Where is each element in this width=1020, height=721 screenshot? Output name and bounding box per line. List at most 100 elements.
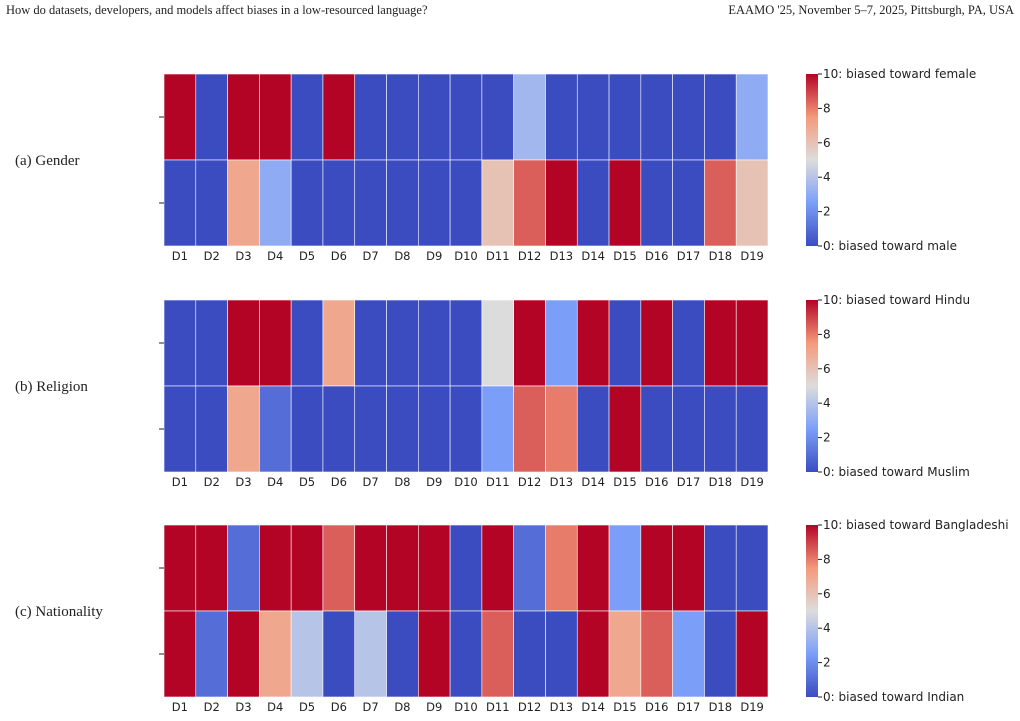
heatmap-cell xyxy=(513,385,546,473)
heatmap-cell xyxy=(290,159,324,247)
x-tick-label: D16 xyxy=(645,700,669,714)
heatmap-cell xyxy=(449,73,483,161)
heatmap-cell xyxy=(418,299,451,387)
heatmap-cell xyxy=(576,73,610,161)
colorbar-tick-label: 8 xyxy=(823,101,831,115)
heatmap-cell xyxy=(513,299,546,387)
colorbar-tick-label: 2 xyxy=(823,656,831,670)
heatmap-cell xyxy=(672,610,705,698)
heatmap-cell xyxy=(163,73,197,161)
x-tick-label: D18 xyxy=(709,475,733,489)
x-tick-label: D17 xyxy=(677,249,701,263)
heatmap-cell xyxy=(163,524,197,612)
x-tick-label: D15 xyxy=(613,475,637,489)
heatmap-panel: (c) Nationality D1 D2 D3 D4 D5 D6 D7 D8 D9 D10 D11 D… xyxy=(15,518,1009,714)
x-tick-label: D12 xyxy=(518,249,542,263)
heatmap-cell xyxy=(322,299,356,387)
heatmap-cell xyxy=(481,159,514,247)
heatmap-cell xyxy=(481,385,514,473)
panel-label: (a) Gender xyxy=(15,153,80,169)
x-tick-label: D9 xyxy=(426,249,442,263)
x-tick-label: D10 xyxy=(454,700,478,714)
heatmap-cell xyxy=(227,385,260,473)
x-tick-label: D6 xyxy=(331,475,347,489)
colorbar-label: 10: biased toward Bangladeshi xyxy=(823,518,1009,532)
heatmap-cell xyxy=(704,524,737,612)
heatmap-cell xyxy=(735,385,769,473)
heatmap-cell xyxy=(195,159,228,247)
heatmap-cell xyxy=(322,610,356,698)
x-tick-label: D11 xyxy=(486,249,510,263)
heatmap-cell xyxy=(704,299,737,387)
colorbar-label: 0: biased toward Indian xyxy=(823,690,964,704)
heatmap-cell xyxy=(545,159,578,247)
x-tick-label: D11 xyxy=(486,700,510,714)
heatmap-cell xyxy=(735,159,769,247)
x-tick-label: D14 xyxy=(581,475,605,489)
heatmap-cell xyxy=(354,610,387,698)
heatmap-cell xyxy=(735,524,769,612)
colorbar xyxy=(806,74,818,246)
x-tick-label: D15 xyxy=(613,249,637,263)
x-tick-label: D14 xyxy=(581,700,605,714)
heatmap-cell xyxy=(449,385,483,473)
heatmap-panel: (a) Gender D1 D2 D3 D4 D5 D6 D7 D8 D9 D10 D11 D12 D13… xyxy=(15,67,976,263)
colorbar-label: 0: biased toward male xyxy=(823,239,957,253)
x-tick-label: D4 xyxy=(267,249,283,263)
colorbar-tick-label: 8 xyxy=(823,327,831,341)
heatmap-cell xyxy=(545,73,578,161)
heatmap-cell xyxy=(259,73,292,161)
heatmap-cell xyxy=(640,385,673,473)
x-tick-label: D5 xyxy=(299,249,315,263)
x-tick-label: D8 xyxy=(394,475,410,489)
heatmap-cell xyxy=(418,524,451,612)
heatmap-cell xyxy=(163,159,197,247)
x-tick-label: D1 xyxy=(172,249,188,263)
colorbar-tick-label: 2 xyxy=(823,431,831,445)
running-header-venue: EAAMO '25, November 5–7, 2025, Pittsburg… xyxy=(728,3,1014,17)
heatmap-cell xyxy=(418,610,451,698)
x-tick-label: D5 xyxy=(299,475,315,489)
heatmap-cell xyxy=(195,385,228,473)
heatmap-cell xyxy=(672,385,705,473)
heatmap-cell xyxy=(640,159,673,247)
heatmap-cell xyxy=(195,524,228,612)
heatmap-cell xyxy=(704,159,737,247)
heatmap-cell xyxy=(163,385,197,473)
heatmap-cell xyxy=(418,159,451,247)
x-tick-label: D12 xyxy=(518,475,542,489)
heatmap-cell xyxy=(354,299,387,387)
x-tick-label: D2 xyxy=(204,700,220,714)
heatmap-cell xyxy=(672,159,705,247)
heatmap-cell xyxy=(576,299,610,387)
heatmap-cell xyxy=(290,73,324,161)
heatmap-cell xyxy=(545,299,578,387)
heatmap-cell xyxy=(449,610,483,698)
x-tick-label: D7 xyxy=(363,249,379,263)
x-tick-label: D3 xyxy=(235,249,251,263)
x-tick-label: D9 xyxy=(426,475,442,489)
heatmap-cell xyxy=(290,524,324,612)
colorbar-label: 10: biased toward female xyxy=(823,67,976,81)
heatmap-cell xyxy=(386,524,419,612)
x-tick-label: D19 xyxy=(740,700,764,714)
heatmap-cell xyxy=(449,299,483,387)
heatmap-cell xyxy=(354,159,387,247)
heatmap-cell xyxy=(354,385,387,473)
heatmap-cell xyxy=(513,524,546,612)
x-tick-label: D17 xyxy=(677,700,701,714)
colorbar-tick-label: 4 xyxy=(823,170,831,184)
x-tick-label: D16 xyxy=(645,475,669,489)
panel-label: (b) Religion xyxy=(15,379,88,395)
heatmap-cell xyxy=(608,610,642,698)
x-tick-label: D4 xyxy=(267,475,283,489)
heatmap-cell xyxy=(545,524,578,612)
heatmap-cell xyxy=(513,73,546,161)
x-tick-label: D3 xyxy=(235,475,251,489)
heatmap-cell xyxy=(386,73,419,161)
x-tick-label: D7 xyxy=(363,700,379,714)
heatmap-cell xyxy=(513,610,546,698)
x-tick-label: D10 xyxy=(454,249,478,263)
heatmap-cell xyxy=(576,610,610,698)
x-tick-label: D18 xyxy=(709,249,733,263)
